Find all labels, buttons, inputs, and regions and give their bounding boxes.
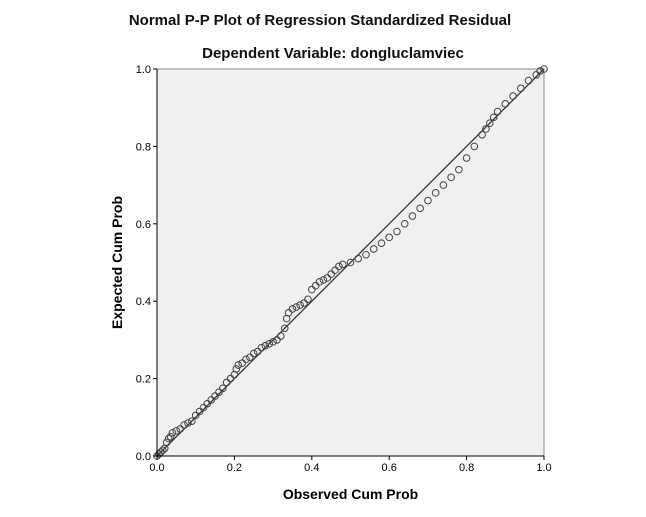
- data-point: [400, 220, 409, 228]
- data-point: [509, 92, 517, 100]
- data-point: [462, 154, 471, 162]
- data-point: [311, 281, 320, 290]
- data-point: [211, 392, 219, 400]
- data-point: [191, 411, 200, 420]
- data-point: [338, 260, 347, 269]
- x-tick-label: 0.4: [304, 462, 319, 474]
- data-point: [166, 432, 175, 441]
- data-point: [215, 388, 223, 396]
- data-point: [164, 434, 173, 443]
- data-point: [246, 353, 254, 362]
- data-point: [327, 270, 335, 278]
- data-point: [408, 212, 417, 220]
- data-point: [431, 189, 440, 197]
- data-point: [249, 349, 258, 358]
- data-point: [168, 428, 177, 437]
- y-tick-label: 0.2: [136, 374, 151, 386]
- data-point: [257, 343, 266, 352]
- data-point: [308, 285, 316, 294]
- data-point: [478, 130, 486, 139]
- data-point: [238, 359, 246, 367]
- data-point: [226, 374, 235, 383]
- data-point: [393, 227, 401, 236]
- data-point: [536, 67, 544, 75]
- data-point: [277, 332, 285, 340]
- data-point: [218, 384, 227, 393]
- data-point: [346, 258, 355, 267]
- data-point: [207, 396, 215, 404]
- x-tick-label: 0.6: [382, 462, 397, 474]
- data-point: [532, 71, 541, 79]
- data-point: [188, 417, 196, 425]
- y-tick-label: 0.4: [136, 296, 151, 308]
- data-point: [172, 427, 181, 435]
- data-point: [323, 274, 332, 282]
- chart-title: Normal P-P Plot of Regression Standardiz…: [128, 12, 512, 29]
- data-point: [369, 245, 378, 253]
- data-point: [319, 276, 328, 284]
- data-point: [180, 421, 188, 429]
- data-point: [162, 438, 171, 447]
- data-point: [203, 399, 212, 408]
- x-axis-label: Observed Cum Prob: [283, 486, 418, 502]
- data-point: [362, 250, 370, 259]
- data-point: [284, 309, 293, 317]
- data-point: [482, 125, 490, 133]
- data-point: [354, 254, 363, 263]
- data-point: [176, 425, 185, 433]
- data-point: [265, 339, 274, 348]
- y-tick-label: 1.0: [136, 64, 151, 76]
- data-point: [439, 181, 448, 189]
- data-point: [199, 403, 208, 412]
- data-point: [335, 262, 343, 271]
- data-point: [184, 419, 192, 427]
- data-point: [292, 303, 301, 311]
- data-point: [493, 107, 502, 116]
- y-tick-label: 0.8: [136, 141, 151, 153]
- data-point: [486, 119, 494, 127]
- data-point: [501, 100, 510, 108]
- data-point: [195, 407, 204, 416]
- x-tick-label: 1.0: [536, 462, 551, 474]
- data-point: [269, 338, 277, 346]
- x-tick-label: 0.2: [227, 462, 242, 474]
- data-point: [157, 448, 165, 456]
- data-point: [424, 196, 432, 205]
- chart-subtitle: Dependent Variable: dongluclamviec: [202, 45, 464, 62]
- data-point: [288, 305, 297, 313]
- data-point: [385, 233, 394, 242]
- data-point: [280, 324, 289, 333]
- data-point: [377, 239, 386, 247]
- data-point: [222, 378, 231, 387]
- data-point: [253, 347, 262, 356]
- data-point: [304, 295, 312, 304]
- y-tick-label: 0.0: [136, 451, 151, 463]
- y-tick-label: 0.6: [136, 219, 151, 231]
- data-point: [300, 299, 308, 307]
- y-axis-label: Expected Cum Prob: [109, 196, 125, 329]
- data-point: [159, 446, 167, 454]
- data-point: [489, 113, 498, 122]
- x-tick-label: 0.0: [149, 462, 164, 474]
- data-point: [315, 278, 324, 286]
- data-point: [331, 266, 339, 275]
- data-point: [155, 450, 163, 458]
- data-point: [296, 301, 304, 309]
- data-point: [416, 204, 424, 213]
- data-point: [232, 365, 241, 373]
- data-point: [540, 65, 548, 73]
- data-point: [447, 173, 455, 182]
- data-point: [261, 341, 270, 350]
- data-point: [242, 355, 250, 364]
- data-point: [455, 165, 463, 174]
- data-point: [516, 84, 525, 93]
- data-point: [524, 76, 533, 85]
- data-point: [273, 336, 281, 344]
- x-tick-label: 0.8: [459, 462, 474, 474]
- data-point: [234, 361, 243, 369]
- data-point: [470, 142, 479, 151]
